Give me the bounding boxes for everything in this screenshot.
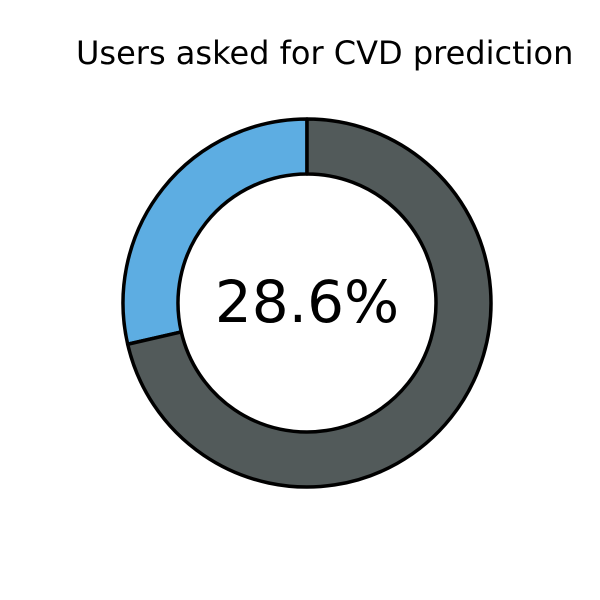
donut-slices xyxy=(121,117,493,489)
donut-slice-2 xyxy=(125,117,493,489)
chart-title: Users asked for CVD prediction xyxy=(76,34,574,72)
donut-slice-1 xyxy=(121,117,309,347)
center-percentage-label: 28.6% xyxy=(215,268,399,336)
